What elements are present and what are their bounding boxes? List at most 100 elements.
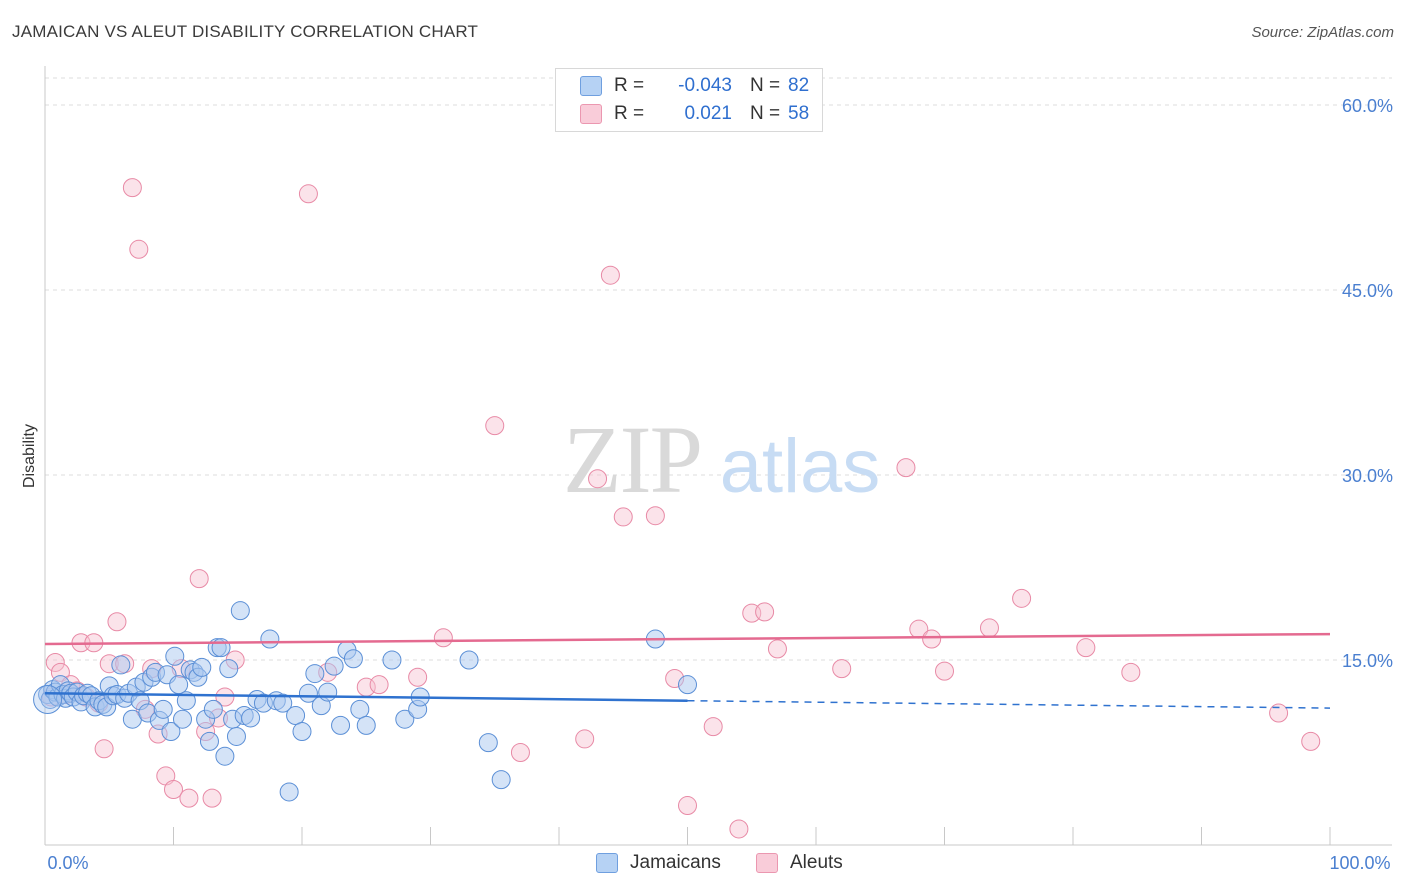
jamaican-point (219, 659, 239, 679)
jamaican-point (215, 746, 235, 766)
jamaican-point (192, 657, 212, 677)
aleut-point (832, 659, 852, 679)
jamaican-point (286, 706, 306, 725)
jamaican-point (241, 708, 261, 728)
aleut-point (215, 687, 235, 707)
y-tick-label: 60.0% (1342, 96, 1393, 116)
aleut-point (600, 265, 620, 285)
jamaicans-points (33, 601, 697, 802)
pink-swatch (580, 104, 602, 124)
jamaican-point (279, 782, 299, 802)
jamaicans-trend-solid (44, 692, 688, 702)
aleut-point (129, 239, 149, 259)
aleut-point (1012, 588, 1032, 608)
aleut-point (510, 743, 530, 762)
aleut-point (1076, 638, 1096, 658)
jamaican-point (331, 715, 351, 735)
jamaican-point (203, 699, 223, 719)
aleut-point (1301, 731, 1321, 751)
aleut-point (1269, 703, 1289, 723)
jamaican-point (161, 722, 181, 742)
y-axis-label: Disability (21, 424, 38, 488)
aleut-point (703, 717, 723, 737)
aleut-point (179, 788, 199, 808)
aleut-point (94, 739, 114, 759)
blue-swatch (580, 76, 602, 96)
aleut-point (202, 788, 222, 808)
r-label: R = (614, 75, 645, 96)
aleut-point (896, 458, 916, 478)
aleut-point (613, 507, 633, 527)
jamaican-point (273, 693, 293, 713)
jamaican-point (395, 709, 415, 729)
jamaican-point (153, 699, 173, 719)
watermark-atlas: atlas (720, 424, 881, 509)
jamaican-point (678, 675, 697, 695)
aleuts-trend (44, 632, 1331, 646)
pink-swatch (756, 853, 778, 873)
aleut-point (45, 652, 65, 672)
gridlines (45, 77, 1392, 661)
legend-item-jamaicans: Jamaicans (596, 852, 721, 874)
aleut-point (678, 796, 697, 816)
jamaican-point (230, 601, 250, 621)
aleut-point (755, 602, 775, 622)
aleut-point (588, 469, 608, 489)
jamaican-point (491, 770, 511, 790)
aleut-point (433, 628, 453, 648)
x-tick-label-min: 0.0% (47, 853, 88, 873)
jamaican-point (350, 699, 370, 719)
jamaican-point (165, 646, 185, 666)
r-value: 0.021 (684, 103, 732, 124)
y-tick-label: 15.0% (1342, 651, 1393, 671)
jamaican-point (318, 682, 338, 702)
x-tick-label-max: 100.0% (1329, 853, 1390, 873)
jamaican-point (199, 731, 219, 751)
chart-title: JAMAICAN VS ALEUT DISABILITY CORRELATION… (12, 22, 479, 41)
aleut-point (979, 618, 999, 638)
n-value: 82 (788, 75, 810, 96)
jamaican-point (169, 675, 189, 695)
jamaican-point (292, 722, 312, 742)
jamaican-point (226, 726, 246, 746)
r-label: R = (614, 103, 645, 124)
jamaican-point (260, 629, 280, 649)
jamaican-point (111, 655, 131, 675)
jamaican-point (343, 649, 363, 669)
jamaican-point (382, 650, 402, 670)
jamaican-point (305, 664, 325, 684)
watermark-zip: ZIP (563, 406, 701, 513)
y-tick-label: 45.0% (1342, 281, 1393, 301)
aleut-point (408, 667, 428, 687)
aleut-point (122, 178, 142, 198)
aleut-point (935, 661, 954, 681)
correlation-legend: R = -0.043 N = 82 R = 0.021 N = 58 (555, 68, 823, 132)
jamaican-point (324, 656, 344, 676)
source-credit: Source: ZipAtlas.com (1251, 24, 1394, 41)
aleut-point (767, 639, 787, 659)
aleut-point (369, 675, 389, 695)
aleut-point (189, 569, 209, 589)
jamaican-point (478, 733, 498, 753)
jamaican-point (172, 709, 192, 729)
legend-item-aleuts: Aleuts (756, 852, 843, 874)
n-label: N = (750, 103, 781, 124)
aleut-point (485, 416, 505, 436)
jamaican-point (33, 684, 63, 714)
jamaican-point (459, 650, 479, 670)
aleut-point (298, 184, 318, 204)
aleut-point (575, 729, 595, 749)
jamaican-point (356, 715, 376, 735)
legend-row-aleuts: R = 0.021 N = 58 (556, 99, 809, 129)
y-tick-label: 30.0% (1342, 466, 1393, 486)
watermark: ZIP atlas (563, 406, 880, 513)
aleut-point (1121, 662, 1141, 682)
trend-lines (44, 632, 1331, 709)
aleut-point (922, 629, 942, 649)
n-value: 58 (788, 103, 810, 124)
axes (44, 66, 1392, 846)
tick-labels: 15.0% 30.0% 45.0% 60.0% 0.0% 100.0% (47, 96, 1393, 873)
aleut-point (729, 819, 749, 839)
blue-swatch (596, 853, 618, 873)
